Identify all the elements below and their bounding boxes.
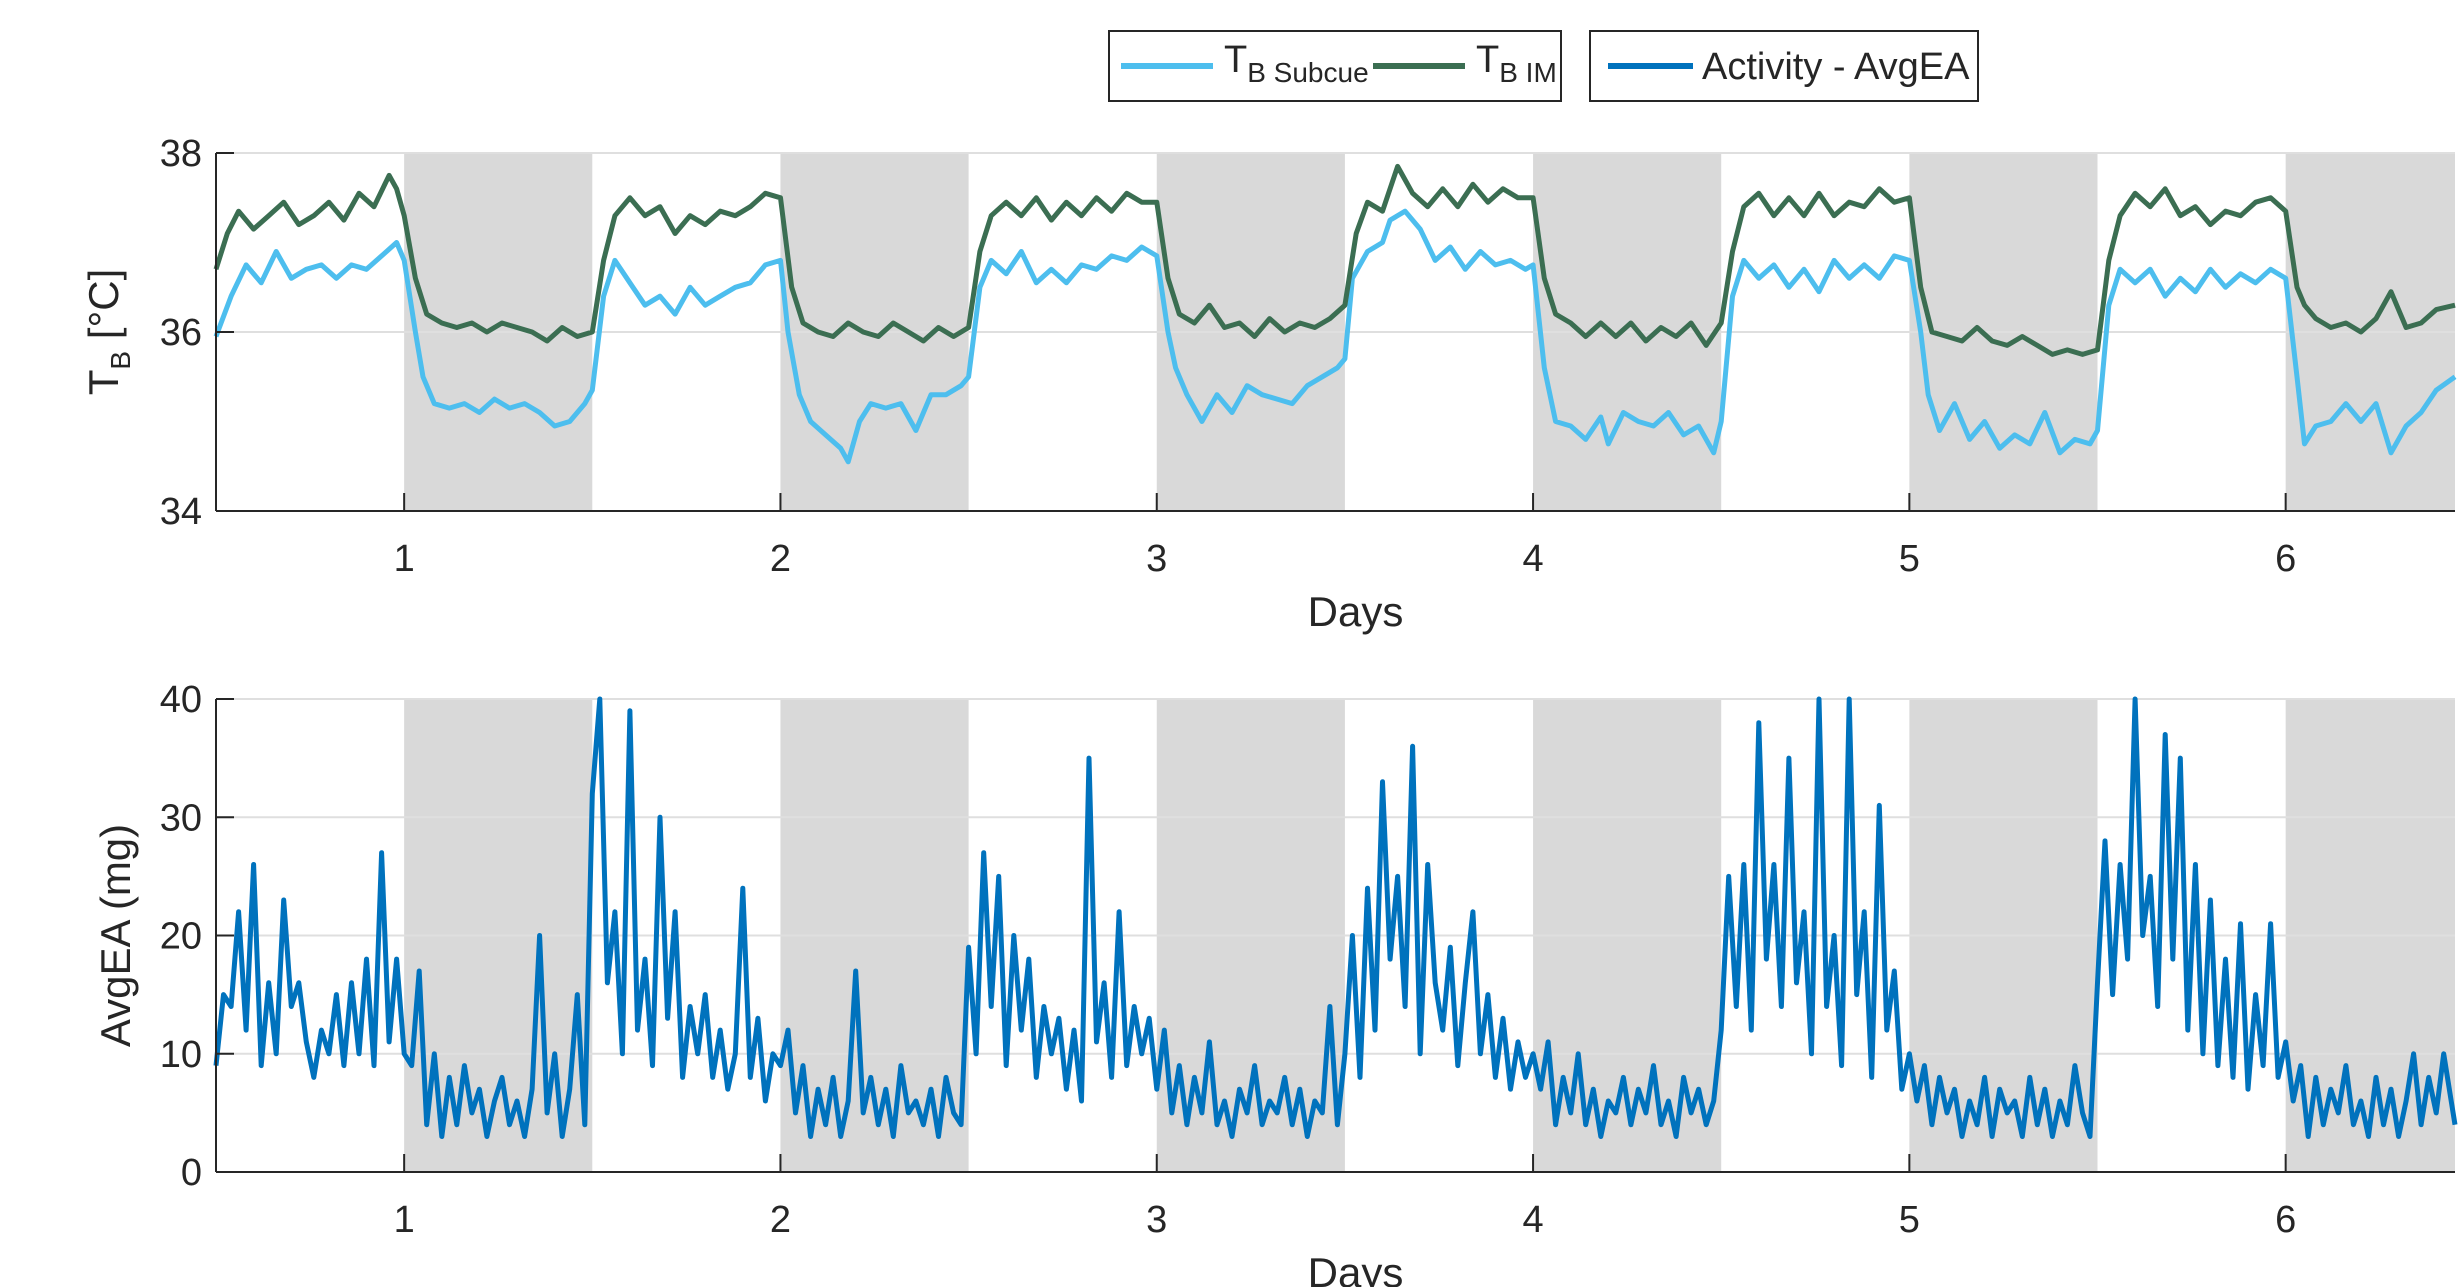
y-tick-label: 36 [160, 312, 202, 354]
y-tick-label: 38 [160, 133, 202, 175]
x-tick-label: 2 [770, 1199, 791, 1241]
y-axis-label-unit: [°C] [80, 269, 127, 351]
y-tick-label: 34 [160, 491, 202, 533]
legend-label-sub: B IM [1499, 57, 1557, 88]
legend-activity: Activity - AvgEA [1589, 30, 1979, 102]
x-axis-label: Days [1308, 1249, 1404, 1287]
legend-label: TB Subcue [1224, 39, 1369, 88]
y-tick-label: 40 [160, 679, 202, 721]
y-axis-label: AvgEA (mg) [92, 824, 139, 1047]
y-axis-label: TB [°C] [80, 269, 136, 395]
series-line [213, 163, 2456, 357]
legend-label-sub: B Subcue [1247, 57, 1368, 88]
y-tick-label: 0 [181, 1152, 202, 1194]
series-line [213, 208, 2457, 465]
x-tick-label: 3 [1146, 538, 1167, 580]
x-axis-label: Days [1308, 588, 1404, 635]
x-tick-label: 1 [394, 538, 415, 580]
legend-label: Activity - AvgEA [1702, 46, 1970, 88]
x-tick-label: 4 [1522, 1199, 1543, 1241]
x-tick-label: 5 [1899, 1199, 1920, 1241]
y-tick-label: 30 [160, 797, 202, 839]
x-tick-label: 3 [1146, 1199, 1167, 1241]
y-axis-label-sub: B [105, 351, 136, 370]
x-tick-label: 1 [394, 1199, 415, 1241]
chart-2: 0 10 20 30 40 1 2 3 4 5 6 Days AvgEA (mg) [92, 679, 2458, 1287]
y-tick-label: 20 [160, 916, 202, 958]
x-tick-label: 4 [1522, 538, 1543, 580]
legend-label: TB IM [1476, 39, 1557, 88]
x-tick-label: 6 [2275, 1199, 2296, 1241]
y-tick-label: 10 [160, 1034, 202, 1076]
x-tick-label: 5 [1899, 538, 1920, 580]
x-tick-label: 2 [770, 538, 791, 580]
legend-label-main: T [1476, 39, 1499, 81]
x-tick-label: 6 [2275, 538, 2296, 580]
y-axis-label-main: T [80, 370, 127, 396]
series-line [213, 696, 2458, 1139]
legend-temperature: TB Subcue TB IM [1108, 30, 1562, 102]
legend-label-main: T [1224, 39, 1247, 81]
